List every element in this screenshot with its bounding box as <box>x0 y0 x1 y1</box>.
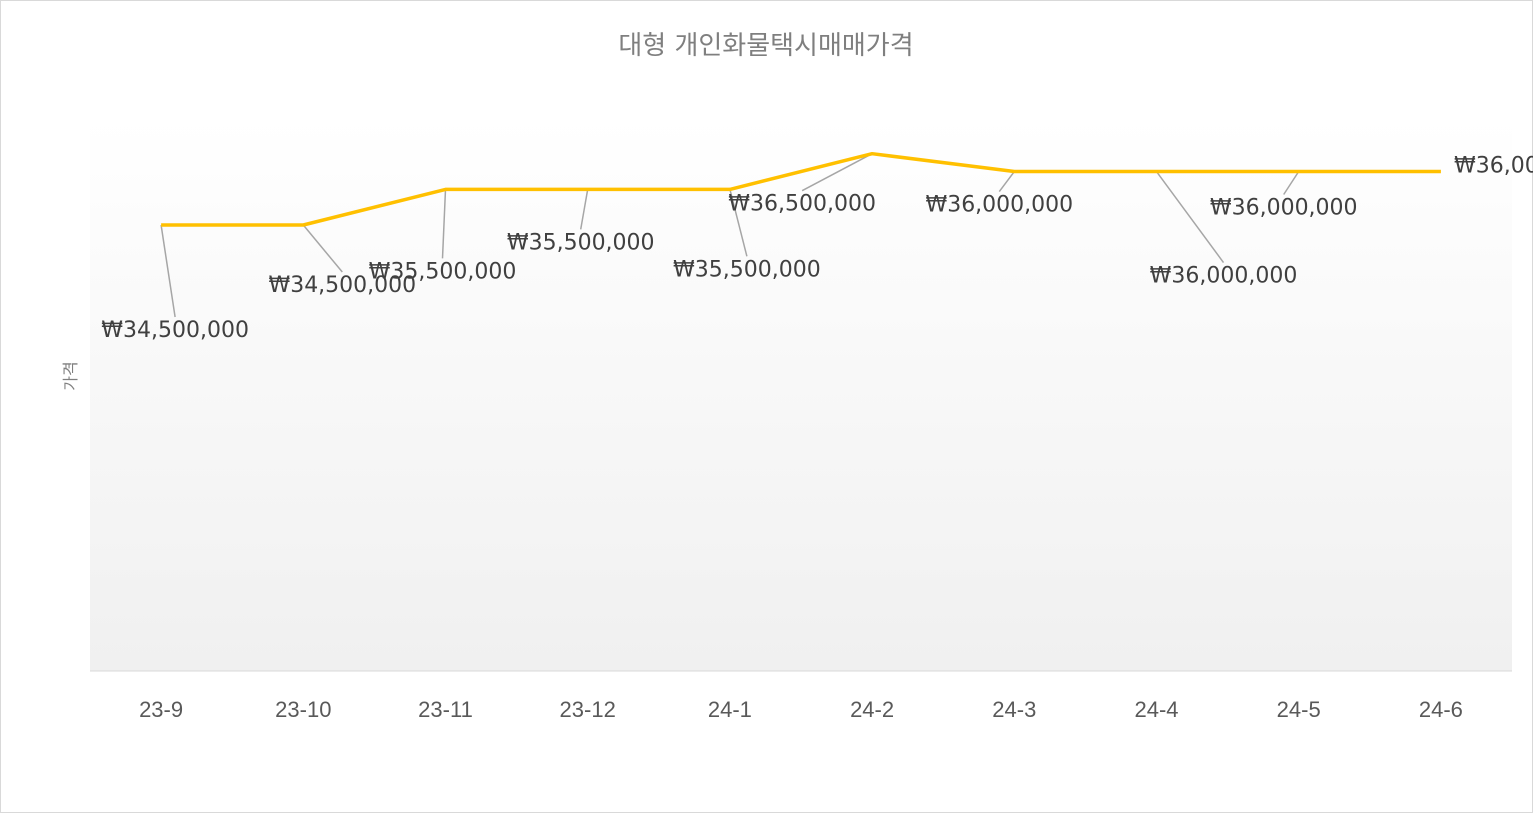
data-label: ₩34,500,000 <box>268 273 416 298</box>
x-tick-label: 24-5 <box>1277 697 1321 722</box>
leader-line <box>441 189 447 259</box>
leader-line <box>1155 171 1225 263</box>
leader-line <box>579 189 589 230</box>
data-label: ₩35,500,000 <box>673 257 821 282</box>
y-axis-label: 가격 <box>61 361 80 390</box>
series-line <box>161 151 1441 227</box>
plot-area <box>90 118 1512 671</box>
data-label: ₩34,500,000 <box>101 318 249 343</box>
leader-line <box>302 224 343 273</box>
data-label: ₩36,500,000 <box>728 192 876 217</box>
x-tick-label: 24-2 <box>850 697 894 722</box>
x-tick-label: 24-4 <box>1134 697 1178 722</box>
data-labels: ₩34,500,000₩34,500,000₩35,500,000₩35,500… <box>101 154 1533 344</box>
leader-line <box>729 189 748 257</box>
leader-line <box>801 153 873 192</box>
leader-lines <box>160 153 1300 318</box>
x-tick-label: 23-12 <box>560 697 616 722</box>
data-label: ₩36,000,000 <box>925 193 1073 218</box>
data-label: ₩35,500,000 <box>507 230 655 255</box>
chart-title: 대형 개인화물택시매매가격 <box>618 31 913 61</box>
x-tick-label: 24-3 <box>992 697 1036 722</box>
leader-line <box>160 224 176 318</box>
data-label: ₩36,000,000 <box>1150 264 1298 289</box>
leader-line <box>998 171 1015 192</box>
x-tick-label: 23-10 <box>275 697 331 722</box>
x-tick-label: 24-6 <box>1419 697 1463 722</box>
x-tick-label: 23-9 <box>139 697 183 722</box>
leader-line <box>1283 171 1300 195</box>
x-tick-labels: 23-9 23-10 23-11 23-12 24-1 24-2 24-3 24-4 24-5 2… <box>139 697 1463 722</box>
x-tick-label: 24-1 <box>708 697 752 722</box>
data-label: ₩35,500,000 <box>369 259 517 284</box>
data-label: ₩36,000,000 <box>1454 154 1533 179</box>
data-label: ₩36,000,000 <box>1210 196 1358 221</box>
x-tick-label: 23-11 <box>418 697 473 722</box>
